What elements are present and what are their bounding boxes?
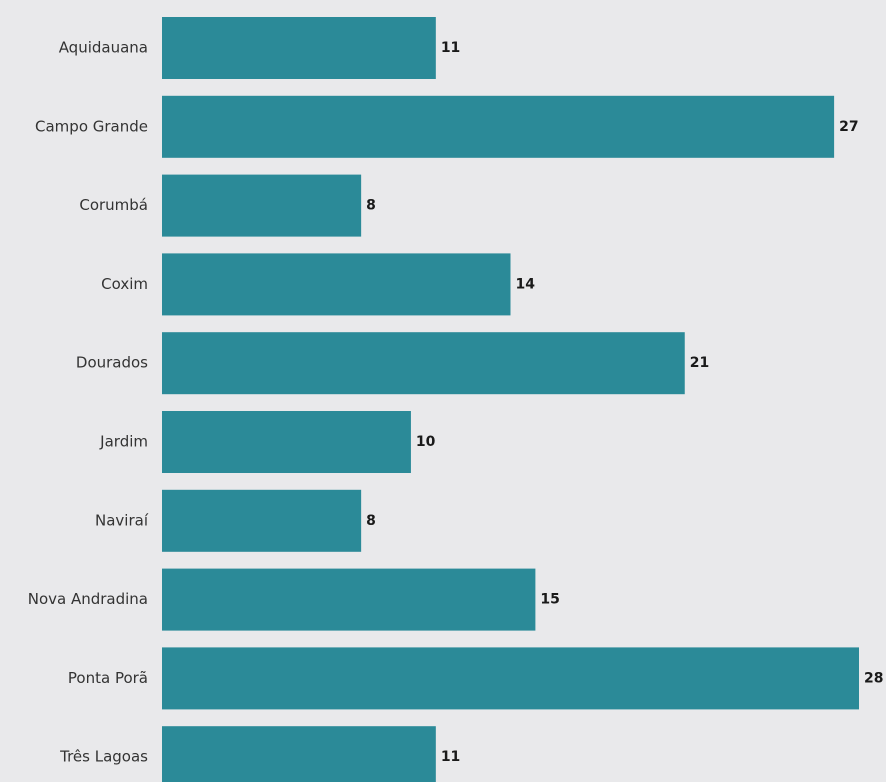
value-label: 28 <box>864 670 883 686</box>
category-label: Três Lagoas <box>59 748 148 766</box>
bar <box>162 411 411 473</box>
value-label: 11 <box>441 749 460 765</box>
value-label: 27 <box>839 119 858 135</box>
bar <box>162 253 511 316</box>
bar <box>162 17 436 79</box>
category-label: Nova Andradina <box>28 590 148 608</box>
category-label: Coxim <box>101 275 148 293</box>
bar <box>162 647 859 710</box>
value-label: 11 <box>441 40 460 56</box>
value-label: 8 <box>366 198 376 214</box>
category-label: Naviraí <box>95 511 149 529</box>
category-label: Corumbá <box>79 196 148 214</box>
category-label: Aquidauana <box>59 39 148 57</box>
bar <box>162 95 835 158</box>
value-label: 8 <box>366 513 376 529</box>
category-label: Ponta Porã <box>68 669 148 687</box>
category-label: Jardim <box>99 433 148 451</box>
value-label: 14 <box>516 276 536 292</box>
bar <box>162 174 362 237</box>
value-label: 10 <box>416 434 436 450</box>
bar <box>162 332 685 395</box>
category-label: Dourados <box>76 354 148 372</box>
bar <box>162 726 436 782</box>
value-label: 21 <box>690 355 709 371</box>
category-label: Campo Grande <box>35 117 148 135</box>
value-label: 15 <box>540 592 559 608</box>
bar <box>162 568 536 631</box>
bar <box>162 489 362 552</box>
